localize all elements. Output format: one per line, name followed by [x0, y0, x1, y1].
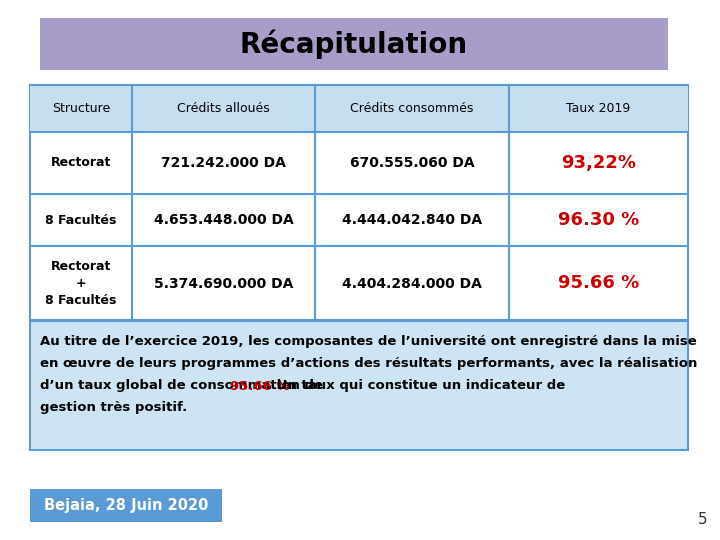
- Text: 4.404.284.000 DA: 4.404.284.000 DA: [342, 276, 482, 291]
- Text: Bejaia, 28 Juin 2020: Bejaia, 28 Juin 2020: [44, 498, 208, 513]
- Text: . Un taux qui constitue un indicateur de: . Un taux qui constitue un indicateur de: [267, 380, 565, 393]
- Text: Structure: Structure: [52, 102, 110, 115]
- Text: en œuvre de leurs programmes d’actions des résultats performants, avec la réalis: en œuvre de leurs programmes d’actions d…: [40, 357, 698, 370]
- Text: 8 Facultés: 8 Facultés: [45, 213, 117, 226]
- FancyBboxPatch shape: [30, 85, 688, 132]
- Text: Crédits consommés: Crédits consommés: [351, 102, 474, 115]
- FancyBboxPatch shape: [30, 320, 688, 450]
- FancyBboxPatch shape: [30, 489, 222, 522]
- Text: Rectorat: Rectorat: [51, 157, 111, 170]
- Text: Au titre de l’exercice 2019, les composantes de l’université ont enregistré dans: Au titre de l’exercice 2019, les composa…: [40, 335, 697, 348]
- Text: 4.444.042.840 DA: 4.444.042.840 DA: [342, 213, 482, 227]
- FancyBboxPatch shape: [30, 85, 688, 321]
- Text: d’un taux global de consommation de: d’un taux global de consommation de: [40, 380, 328, 393]
- Text: 721.242.000 DA: 721.242.000 DA: [161, 156, 286, 170]
- FancyBboxPatch shape: [40, 18, 668, 70]
- Text: 5.374.690.000 DA: 5.374.690.000 DA: [154, 276, 293, 291]
- Text: gestion très positif.: gestion très positif.: [40, 402, 187, 415]
- Text: Récapitulation: Récapitulation: [240, 29, 468, 59]
- Text: 95.66 %: 95.66 %: [230, 380, 289, 393]
- Text: 5: 5: [698, 512, 708, 528]
- Text: Rectorat
+
8 Facultés: Rectorat + 8 Facultés: [45, 260, 117, 307]
- Text: 96.30 %: 96.30 %: [558, 211, 639, 229]
- Text: 93,22%: 93,22%: [561, 154, 636, 172]
- Text: 95.66 %: 95.66 %: [558, 274, 639, 293]
- Text: Crédits alloués: Crédits alloués: [177, 102, 270, 115]
- Text: 670.555.060 DA: 670.555.060 DA: [350, 156, 474, 170]
- Text: 4.653.448.000 DA: 4.653.448.000 DA: [153, 213, 293, 227]
- Text: Taux 2019: Taux 2019: [567, 102, 631, 115]
